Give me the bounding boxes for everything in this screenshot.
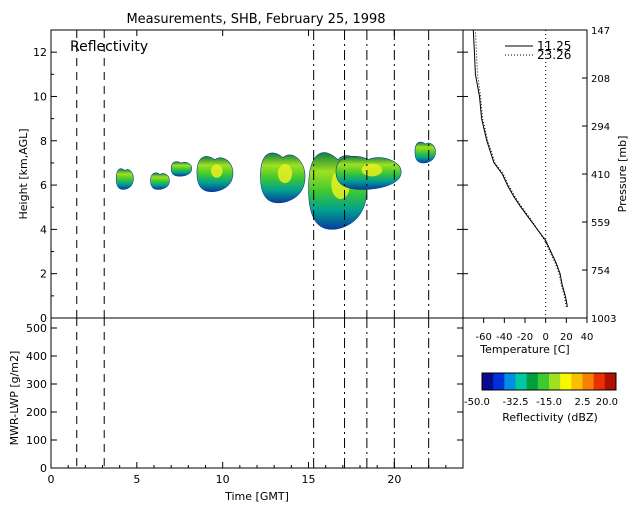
colorbar-cell (593, 373, 606, 390)
x-tick-label: 15 (302, 473, 316, 486)
y-tick-label: 12 (33, 46, 47, 59)
temp-tick-label: -60 (475, 332, 491, 343)
lwp-reference-time-lines (76, 318, 430, 468)
reflectivity-panel: Reflectivity Height [km,AGL] 0 2 4 6 8 10 12 (17, 29, 464, 325)
profile-axes: -60 -40 -20 0 20 40 147 208 294 410 559 754 1003 (463, 26, 616, 343)
pressure-tick-label: 559 (591, 218, 610, 229)
echo-region (414, 141, 436, 164)
colorbar-cell (582, 373, 595, 390)
colorbar-tick-label: -32.5 (503, 397, 529, 408)
colorbar-cell (560, 373, 572, 390)
y-tick-label: 6 (40, 179, 47, 192)
pressure-tick-label: 410 (591, 170, 610, 181)
echo-layer (115, 141, 436, 230)
colorbar-cell (549, 373, 561, 390)
lwp-y-tick-label: 200 (26, 406, 47, 419)
colorbar-cell (515, 373, 528, 390)
y-tick-label: 4 (40, 223, 47, 236)
pressure-tick-label: 208 (591, 74, 610, 85)
lwp-frame (50, 317, 464, 469)
temp-tick-label: 40 (581, 332, 594, 343)
legend-label-1: 11.25 (537, 39, 571, 53)
echo-region (115, 168, 134, 190)
colorbar-tick-labels: -50.0 -32.5 -15.0 2.5 20.0 (464, 397, 618, 408)
lwp-axes: 0 100 200 300 400 500 0 5 10 15 20 (26, 322, 463, 486)
profile-panel: -60 -40 -20 0 20 40 147 208 294 410 559 754 1003 Pre… (462, 26, 629, 356)
colorbar-cell (526, 373, 539, 390)
colorbar-tick-label: 2.5 (575, 397, 591, 408)
colorbar-tick-label: -50.0 (464, 397, 490, 408)
x-tick-label: 0 (48, 473, 55, 486)
y-tick-label: 2 (40, 268, 47, 281)
lwp-y-tick-label: 0 (40, 462, 47, 475)
colorbar-cell (537, 373, 550, 390)
x-tick-label: 20 (387, 473, 401, 486)
profile-frame (462, 29, 588, 319)
pressure-tick-label: 754 (591, 266, 610, 277)
colorbar: -50.0 -32.5 -15.0 2.5 20.0 Reflectivity (dBZ… (464, 372, 618, 424)
lwp-y-tick-label: 300 (26, 378, 47, 391)
colorbar-title: Reflectivity (dBZ) (502, 411, 598, 424)
y-tick-label: 10 (33, 90, 47, 103)
lwp-y-tick-label: 500 (26, 322, 47, 335)
colorbar-tick-label: -15.0 (536, 397, 562, 408)
temp-tick-label: 20 (560, 332, 573, 343)
echo-core (210, 164, 223, 178)
lwp-y-tick-label: 400 (26, 350, 47, 363)
profile-legend: 11.25 23.26 (505, 39, 571, 62)
colorbar-frame (481, 372, 617, 391)
temp-tick-label: -20 (517, 332, 533, 343)
echo-core (361, 163, 383, 177)
colorbar-gradient (482, 373, 617, 390)
reference-time-lines (76, 30, 430, 318)
pressure-tick-label: 1003 (591, 314, 616, 325)
colorbar-tick-label: 20.0 (596, 397, 618, 408)
colorbar-cell (571, 373, 583, 390)
profile-lines (472, 29, 568, 318)
lwp-ylabel: MWR-LWP [g/m2] (8, 351, 21, 446)
lwp-y-tick-label: 100 (26, 434, 47, 447)
panel-label: Reflectivity (70, 39, 148, 55)
profile-line-11-25 (472, 29, 568, 307)
figure-title: Measurements, SHB, February 25, 1998 (126, 12, 385, 27)
x-tick-label: 10 (216, 473, 230, 486)
colorbar-cell (504, 373, 516, 390)
pressure-tick-label: 294 (591, 122, 610, 133)
temp-tick-label: 0 (542, 332, 548, 343)
x-tick-label: 5 (133, 473, 140, 486)
reflectivity-ylabel: Height [km,AGL] (17, 128, 30, 219)
colorbar-cell (493, 373, 505, 390)
echo-region (150, 172, 170, 190)
y-tick-label: 0 (40, 312, 47, 325)
temp-tick-label: -40 (496, 332, 512, 343)
colorbar-cell (482, 373, 494, 390)
pressure-tick-label: 147 (591, 26, 610, 37)
pressure-axis-label: Pressure [mb] (616, 136, 629, 213)
legend-label-2: 23.26 (537, 48, 571, 62)
time-axis-label: Time [GMT] (224, 490, 289, 503)
echo-region (170, 161, 193, 177)
colorbar-cell (604, 373, 617, 390)
echo-core (277, 163, 293, 184)
profile-line-23-26 (474, 29, 567, 307)
temperature-axis-label: Temperature [C] (479, 343, 569, 356)
y-tick-label: 8 (40, 135, 47, 148)
